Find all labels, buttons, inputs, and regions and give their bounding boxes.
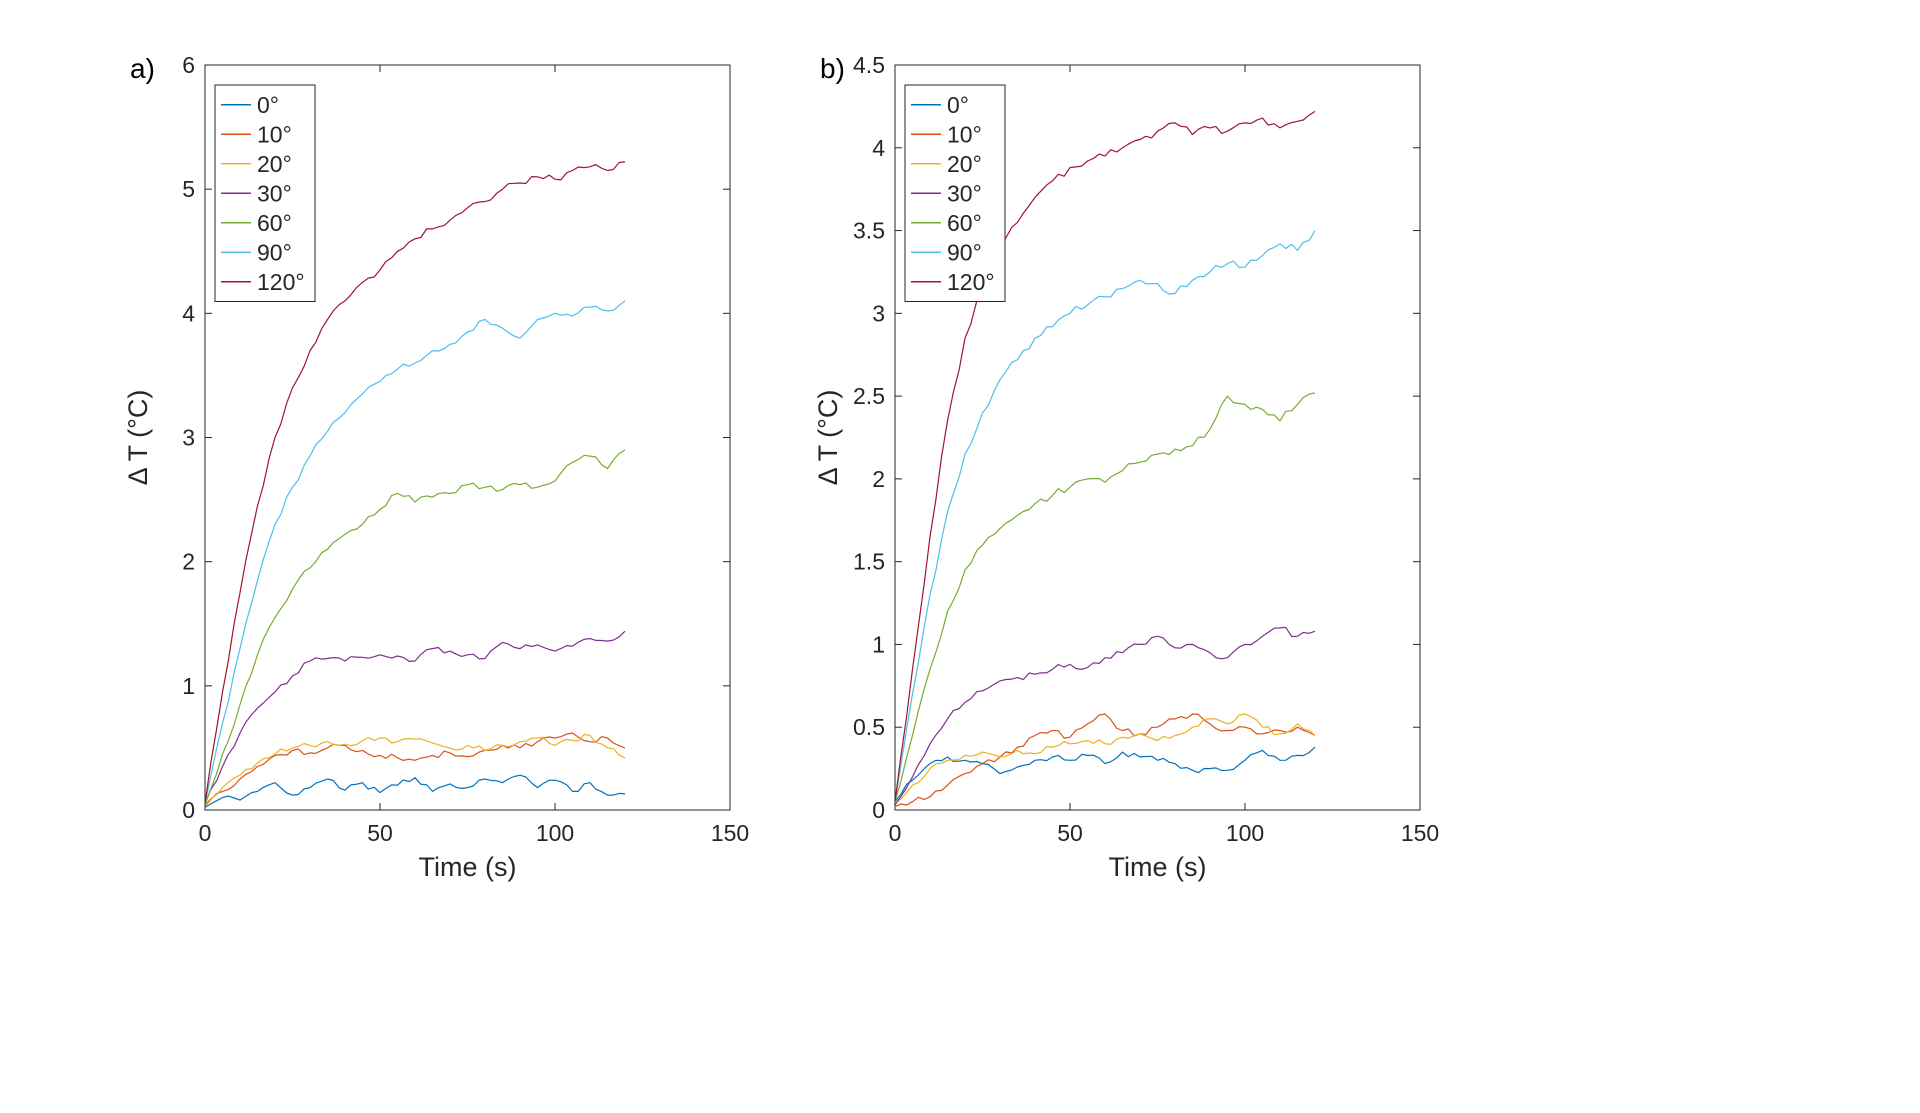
- x-axis-label: Time (s): [419, 852, 517, 882]
- y-tick-label: 3.5: [853, 218, 885, 244]
- series-line-90°: [205, 300, 626, 804]
- y-tick-label: 4: [182, 300, 195, 326]
- legend-entry-label: 10°: [947, 121, 982, 147]
- series-line-120°: [205, 161, 626, 804]
- x-tick-label: 50: [1057, 820, 1083, 846]
- chart-b: 0 50 100 150 0 0.5 1 1.5 2 2.5 3 3.5 4 4.5 Time (s) Δ T…: [813, 52, 1439, 882]
- x-tick-label: 150: [711, 820, 749, 846]
- y-tick-label: 0.5: [853, 714, 885, 740]
- series-line-90°: [895, 230, 1316, 802]
- series-line-60°: [895, 392, 1316, 802]
- series-line-20°: [205, 733, 626, 805]
- legend-entry-label: 0°: [947, 92, 969, 118]
- series-line-120°: [895, 110, 1316, 802]
- y-tick-label: 3: [872, 300, 885, 326]
- legend-entry-label: 120°: [947, 269, 995, 295]
- legend-entry-label: 90°: [947, 239, 982, 265]
- panel-label: b): [820, 53, 845, 84]
- legend-entry-label: 30°: [947, 180, 982, 206]
- legend-entry-label: 120°: [257, 269, 305, 295]
- y-tick-label: 2.5: [853, 383, 885, 409]
- legend-entry-label: 0°: [257, 92, 279, 118]
- legend-entry-label: 60°: [947, 210, 982, 236]
- y-tick-label: 2: [182, 549, 195, 575]
- panel-label: a): [130, 53, 155, 84]
- y-tick-label: 0: [872, 797, 885, 823]
- x-axis-label: Time (s): [1109, 852, 1207, 882]
- series-line-0°: [205, 774, 626, 809]
- legend: 0° 10° 20° 30° 60° 90° 120°: [214, 84, 316, 302]
- y-tick-label: 0: [182, 797, 195, 823]
- y-tick-label: 6: [182, 52, 195, 78]
- y-tick-label: 1.5: [853, 549, 885, 575]
- legend-entry-label: 30°: [257, 180, 292, 206]
- chart-a: 0 50 100 150 0 1 2 3 4 5 6 Time (s) Δ T (°C) a) 0° 10° 2…: [123, 52, 749, 882]
- legend-box: [904, 84, 1006, 302]
- series-line-30°: [205, 630, 626, 805]
- series-line-10°: [205, 732, 626, 807]
- y-tick-label: 3: [182, 425, 195, 451]
- series-line-60°: [205, 449, 626, 805]
- y-tick-label: 1: [872, 631, 885, 657]
- x-tick-label: 50: [367, 820, 393, 846]
- legend-entry-label: 90°: [257, 239, 292, 265]
- legend-entry-label: 10°: [257, 121, 292, 147]
- x-tick-label: 0: [199, 820, 212, 846]
- x-tick-label: 150: [1401, 820, 1439, 846]
- y-axis-label: Δ T (°C): [123, 390, 153, 486]
- series-line-30°: [895, 626, 1316, 806]
- y-tick-label: 2: [872, 466, 885, 492]
- legend-entry-label: 60°: [257, 210, 292, 236]
- series-line-20°: [895, 713, 1316, 803]
- legend-entry-label: 20°: [257, 151, 292, 177]
- y-axis-label: Δ T (°C): [813, 390, 843, 486]
- y-tick-label: 1: [182, 673, 195, 699]
- series-line-10°: [895, 713, 1316, 808]
- series-line-0°: [895, 746, 1316, 803]
- x-tick-label: 100: [1226, 820, 1264, 846]
- y-tick-label: 4: [872, 135, 885, 161]
- legend-entry-label: 20°: [947, 151, 982, 177]
- y-tick-label: 5: [182, 176, 195, 202]
- legend: 0° 10° 20° 30° 60° 90° 120°: [904, 84, 1006, 302]
- y-tick-label: 4.5: [853, 52, 885, 78]
- axes-box: [894, 64, 1421, 811]
- x-tick-label: 0: [889, 820, 902, 846]
- x-tick-label: 100: [536, 820, 574, 846]
